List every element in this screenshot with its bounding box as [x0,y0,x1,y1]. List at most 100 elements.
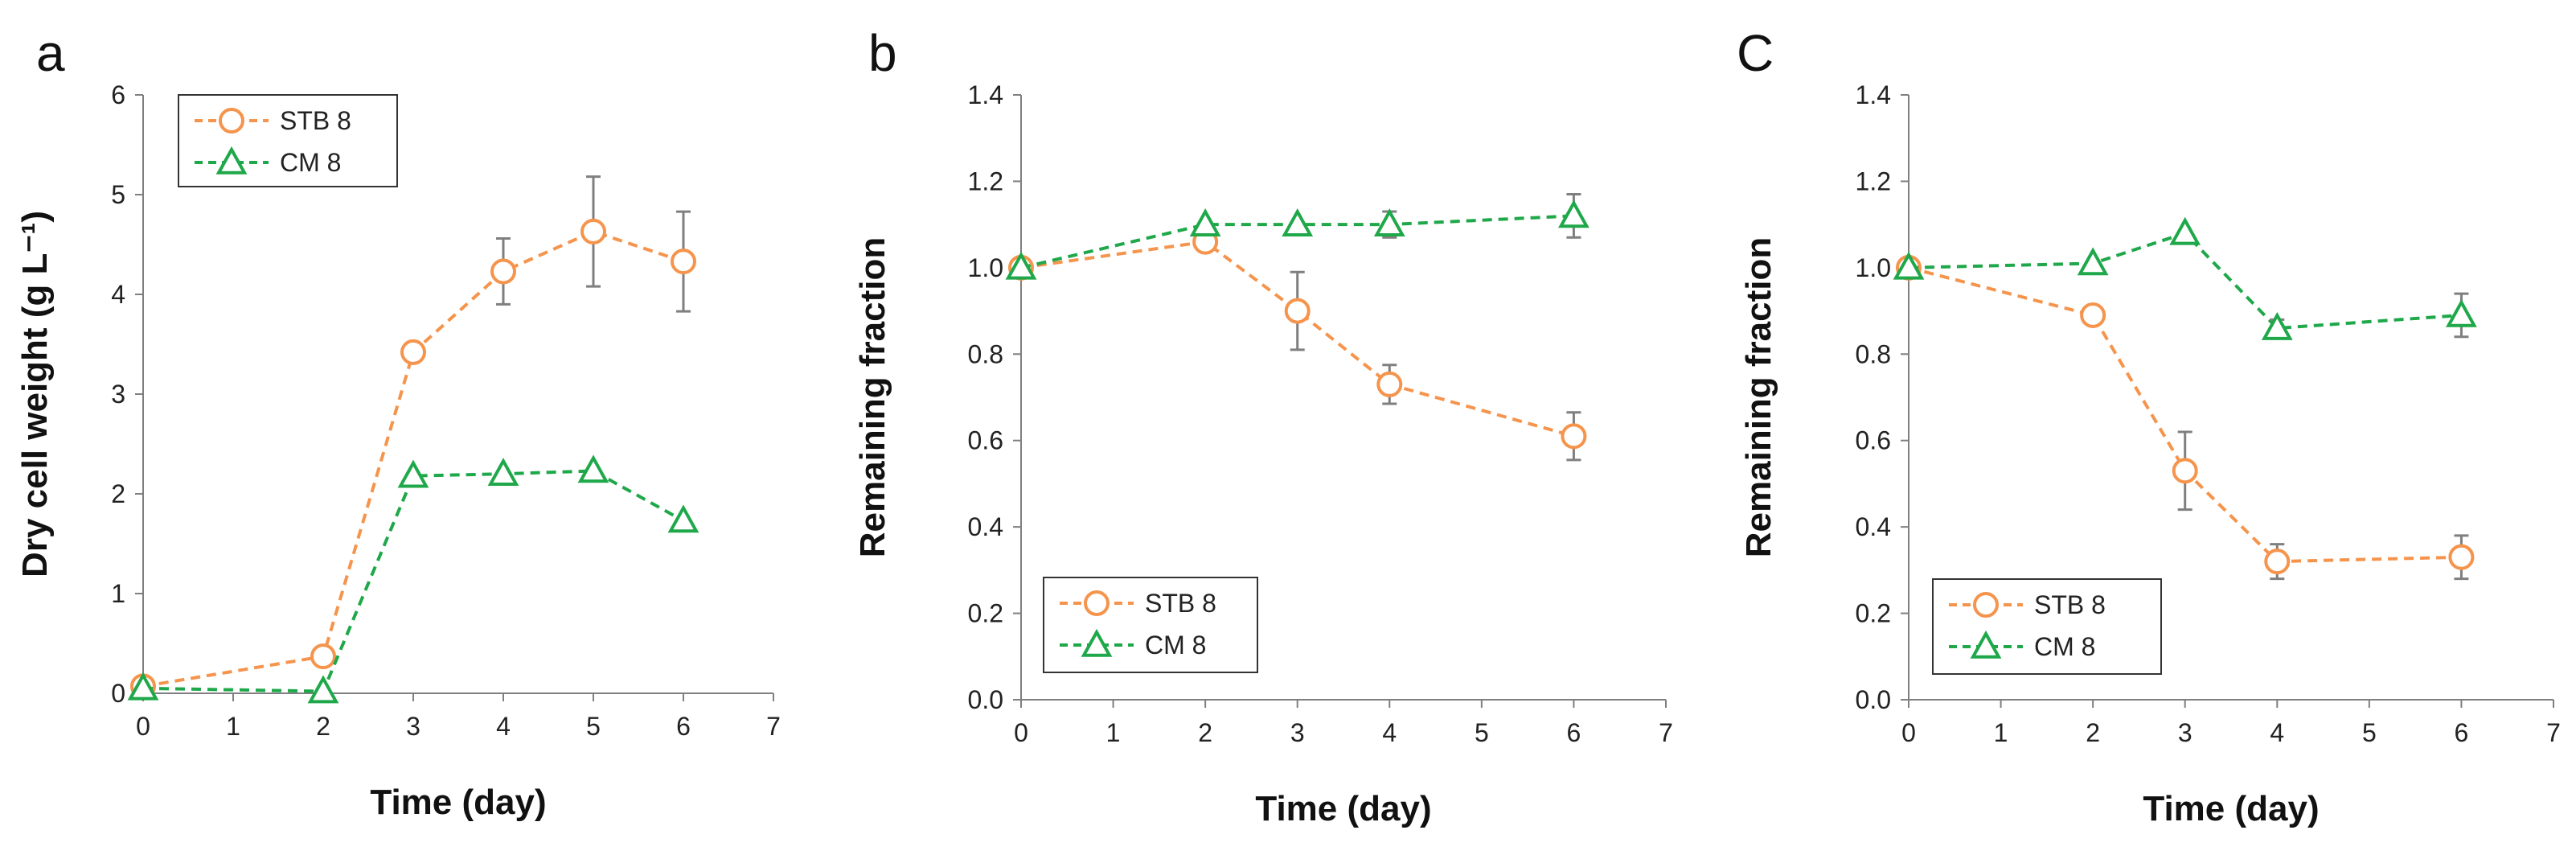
x-tick-label: 0 [136,712,150,741]
panel-letter: a [36,24,65,82]
data-point [2080,302,2106,328]
data-point [671,249,696,275]
data-point [2261,311,2293,340]
y-tick-label: 0.4 [1856,512,1891,541]
chart-panel-b: b 0.0 0.2 0.4 0.6 0.8 1.0 1.2 1.4 0 1 2 3 4 5 6 7 Time (d… [853,24,1673,828]
y-tick-label: 1.2 [1856,166,1891,195]
data-point [127,672,159,701]
x-tick-label: 6 [676,712,691,741]
series-line [142,229,684,688]
series-stb8 [1896,254,2475,581]
y-tick-label: 1.0 [968,253,1003,282]
y-tick-label: 5 [111,180,125,209]
series-line [142,469,684,693]
data-point [580,218,606,245]
legend-marker [1084,590,1110,616]
legend-label: STB 8 [2034,590,2106,619]
y-tick-label: 1 [111,579,125,608]
x-tick-label: 0 [1901,718,1916,747]
series-cm8 [1893,216,2477,340]
legend: STB 8 CM 8 [1043,577,1258,673]
legend-marker [1081,628,1113,657]
x-tick-label: 3 [406,712,420,741]
legend-label: CM 8 [2034,632,2095,661]
data-point [1005,251,1037,280]
legend-marker [1970,630,2002,659]
y-tick-label: 6 [111,80,125,109]
y-axis-title: Remaining fraction [853,237,892,558]
y-axis-title: Dry cell weight (g L⁻¹) [15,211,55,577]
y-tick-label: 1.4 [968,80,1003,109]
series-line [1020,240,1574,438]
data-point [2077,247,2109,276]
y-tick-label: 0.8 [1856,339,1891,368]
x-tick-label: 2 [2086,718,2100,747]
legend-marker [1973,592,1999,618]
legend: STB 8 CM 8 [178,94,398,187]
x-tick-label: 6 [1567,718,1581,747]
y-tick-label: 1.4 [1856,80,1891,109]
legend-label: STB 8 [280,106,351,135]
data-point [397,459,429,488]
data-point [2169,216,2201,245]
series-cm8 [127,454,699,704]
data-point [307,675,339,704]
data-point [1558,199,1589,228]
y-tick-label: 1.0 [1856,253,1891,282]
legend-box [1043,577,1258,673]
data-point [2448,544,2475,570]
data-point [667,504,699,533]
y-axis-title: Remaining fraction [1739,237,1778,558]
series-line [1908,265,2462,564]
x-tick-label: 6 [2455,718,2469,747]
chart-panel-a: a 0 1 2 3 4 5 6 0 1 2 3 4 5 6 7 Time (day) Dry cell weigh… [15,24,781,822]
y-tick-label: 3 [111,380,125,409]
y-tick-label: 0.8 [968,339,1003,368]
x-tick-label: 7 [2546,718,2561,747]
y-tick-label: 0.2 [1856,599,1891,628]
data-point [2446,298,2477,327]
data-point [2264,549,2291,575]
data-point [487,458,519,486]
x-tick-label: 7 [766,712,781,741]
x-tick-label: 4 [2270,718,2284,747]
x-tick-label: 0 [1014,718,1028,747]
legend-label: CM 8 [1145,631,1206,660]
data-point [1189,208,1221,236]
legend-marker [215,146,248,175]
y-tick-label: 1.2 [968,166,1003,195]
x-axis-title: Time (day) [2143,789,2319,828]
data-point [490,258,516,285]
series-stb8 [1008,228,1587,462]
legend-marker [219,108,244,134]
data-point [1561,423,1587,450]
y-tick-label: 0 [111,679,125,708]
x-axis-title: Time (day) [1255,789,1431,828]
data-point [1893,251,1925,280]
x-tick-label: 4 [1382,718,1397,747]
legend-box [178,94,398,187]
x-tick-label: 2 [316,712,330,741]
data-point [400,339,426,365]
x-tick-label: 7 [1659,718,1673,747]
y-tick-label: 0.6 [968,426,1003,455]
series-cm8 [1005,193,1589,280]
series-stb8 [130,175,696,700]
data-point [1373,208,1405,236]
panel-letter: C [1737,24,1774,82]
data-point [310,643,336,670]
data-point [1376,371,1403,397]
x-tick-label: 1 [1994,718,2008,747]
x-tick-label: 5 [2362,718,2377,747]
x-tick-label: 3 [1290,718,1305,747]
x-axis-title: Time (day) [370,783,546,822]
y-tick-label: 0.4 [968,512,1003,541]
y-tick-label: 2 [111,479,125,508]
legend-label: STB 8 [1145,589,1216,618]
x-tick-label: 1 [1106,718,1121,747]
panel-letter: b [868,24,897,82]
data-point [2172,458,2198,484]
data-point [1282,208,1314,236]
legend: STB 8 CM 8 [1932,578,2162,675]
x-tick-label: 5 [586,712,601,741]
